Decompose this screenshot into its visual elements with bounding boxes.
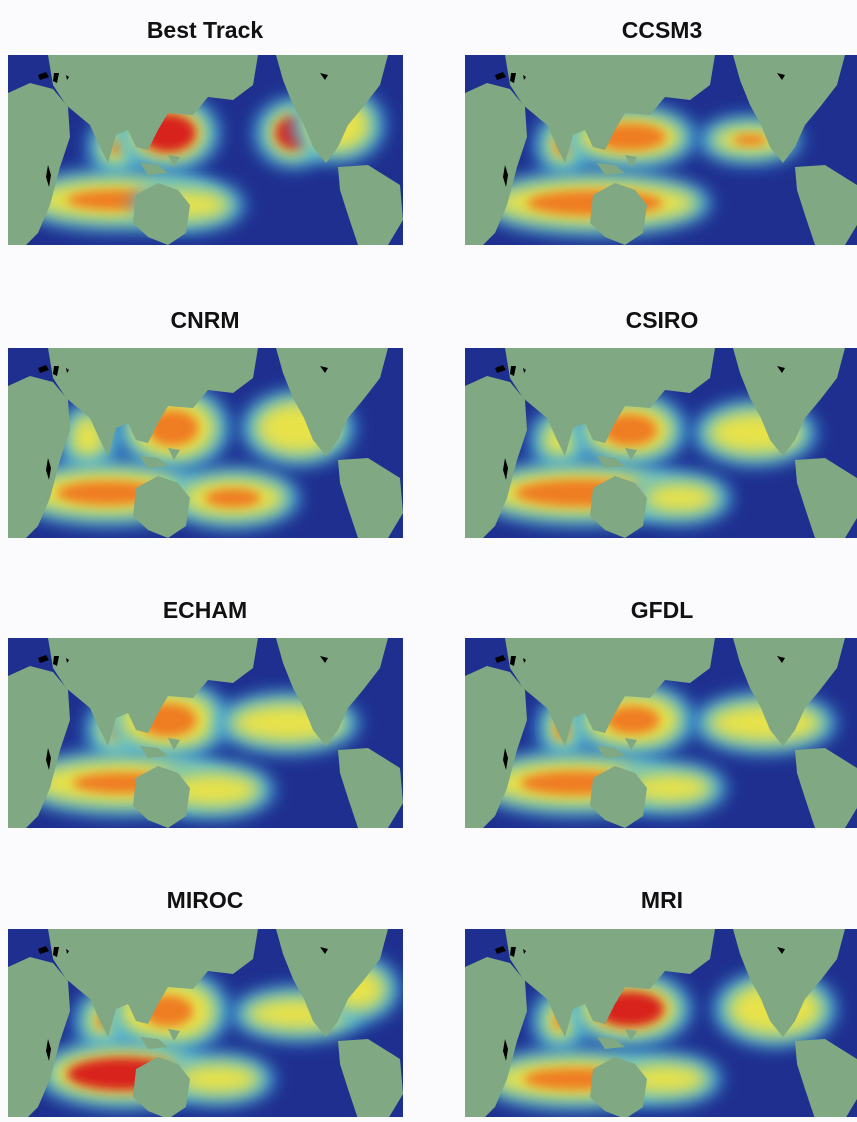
panel-title: Best Track bbox=[147, 17, 264, 43]
density-high bbox=[56, 481, 160, 505]
map bbox=[465, 638, 857, 828]
density bbox=[474, 683, 836, 815]
density-high bbox=[733, 134, 767, 146]
density-mid bbox=[164, 771, 262, 809]
panel-title: CSIRO bbox=[626, 307, 699, 333]
density-high bbox=[606, 705, 660, 735]
panel-title: CNRM bbox=[171, 307, 240, 333]
density-high bbox=[602, 414, 658, 446]
panel-title: CCSM3 bbox=[622, 17, 703, 43]
density-mid bbox=[626, 771, 714, 805]
map bbox=[465, 929, 857, 1119]
panel-title: ECHAM bbox=[163, 597, 247, 623]
map bbox=[8, 638, 403, 828]
density-mid bbox=[174, 1062, 262, 1096]
panel-title: MRI bbox=[641, 887, 683, 913]
density-high bbox=[205, 488, 261, 508]
map bbox=[8, 348, 403, 538]
map bbox=[8, 929, 403, 1119]
panel-title: MIROC bbox=[167, 887, 244, 913]
panel-title: GFDL bbox=[631, 597, 694, 623]
map bbox=[465, 55, 857, 245]
map bbox=[465, 348, 857, 538]
map bbox=[8, 55, 403, 245]
density-mid bbox=[641, 481, 719, 515]
